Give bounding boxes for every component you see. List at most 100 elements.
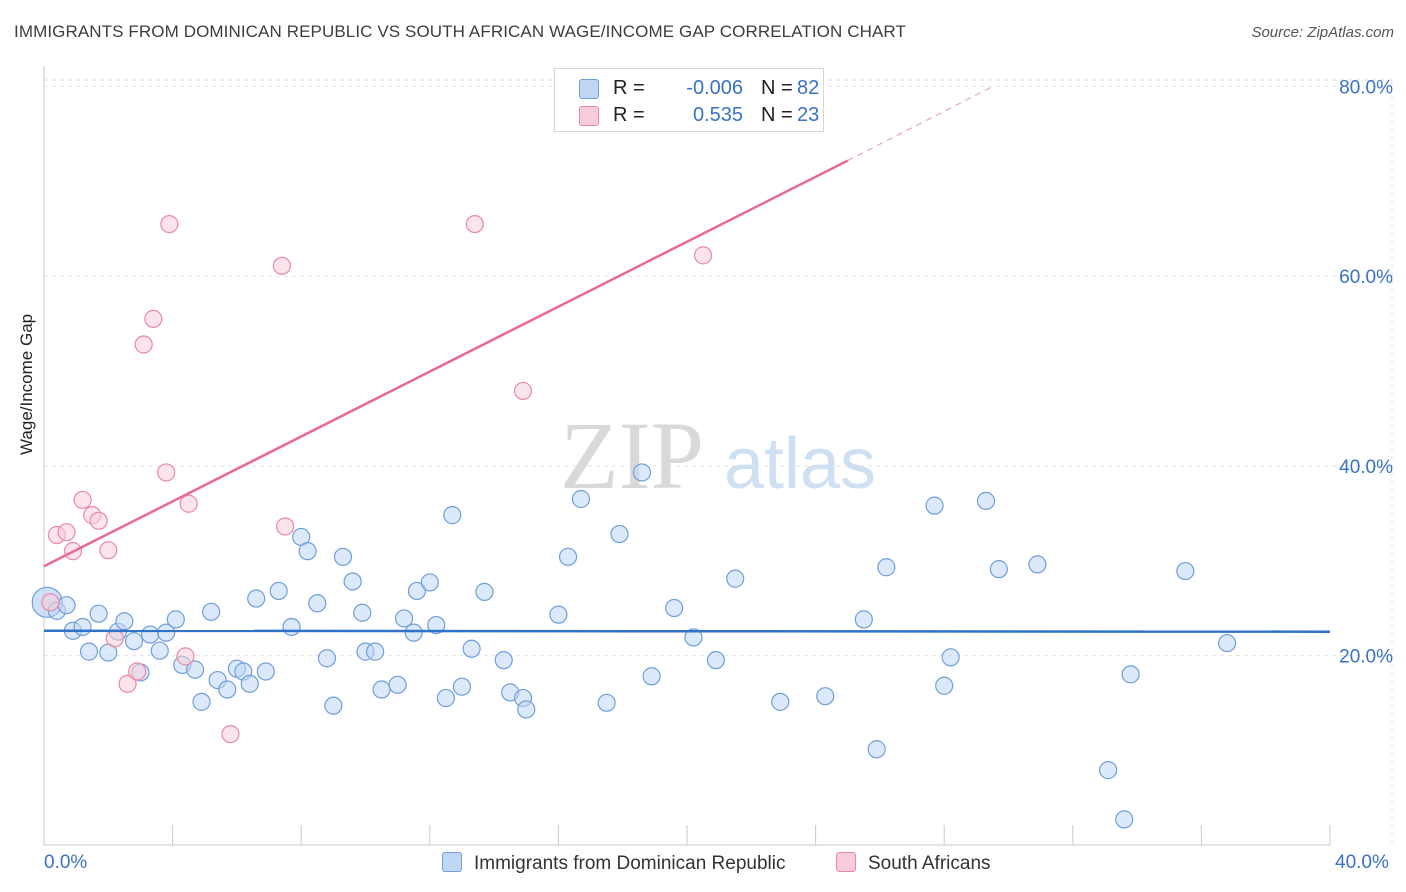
dominican-point [57, 596, 76, 615]
south-african-point [89, 511, 108, 530]
dominican-point [597, 693, 616, 712]
dominican-point [366, 642, 385, 661]
r-value: 0.535 [692, 104, 743, 126]
dominican-point [452, 677, 472, 696]
dominican-point [353, 603, 372, 622]
trend-layer [43, 86, 1331, 633]
south-african-point [465, 214, 484, 234]
n-value: 23 [797, 104, 820, 126]
y-axis-label: Wage/Income Gap [17, 313, 36, 455]
dominican-point [140, 625, 160, 644]
south-african-trend-line [43, 159, 849, 568]
dominican-point [1115, 810, 1134, 829]
legend-swatch-blue [579, 79, 599, 99]
dominican-point [73, 617, 92, 637]
grid-layer [44, 79, 1393, 845]
dominican-point [1121, 665, 1140, 684]
dominican-point [517, 700, 536, 719]
legend-item-south-africans[interactable]: South Africans [836, 852, 991, 875]
dominican-point [1176, 561, 1195, 581]
r-label: R = [613, 104, 645, 126]
south-african-point [221, 724, 240, 744]
dominican-point [989, 560, 1008, 579]
dominican-point [218, 680, 237, 699]
south-african-trend-extension [847, 86, 993, 162]
dominican-point [124, 632, 144, 651]
south-african-point [157, 463, 176, 482]
dominican-point [571, 489, 591, 509]
dominican-point [935, 676, 954, 695]
south-african-point [73, 490, 92, 510]
dominican-point [558, 547, 578, 566]
south-african-point [272, 256, 292, 275]
south-african-point [105, 629, 124, 648]
south-african-point [144, 309, 163, 328]
dominican-point [1099, 761, 1118, 780]
dominican-point [816, 687, 835, 706]
dominican-point [388, 675, 407, 694]
x-axis-max-label: 40.0% [1335, 852, 1389, 873]
south-african-point [276, 517, 295, 536]
dominican-point [186, 660, 205, 679]
dominican-point [343, 572, 362, 591]
dominican-point [475, 582, 494, 601]
dominican-point [308, 594, 327, 613]
south-african-point [41, 593, 60, 612]
south-african-point [176, 647, 195, 666]
y-tick-labels: 20.0% 40.0% 60.0% 80.0% [1339, 78, 1393, 668]
dominican-point [726, 569, 745, 588]
dominican-point [976, 491, 996, 510]
dominican-point [150, 641, 169, 660]
dominican-point [632, 463, 652, 482]
n-value: 82 [797, 77, 820, 99]
dominican-point [1028, 555, 1047, 574]
dominican-point [877, 558, 896, 577]
dominican-point [443, 506, 462, 525]
dominican-point [436, 688, 455, 708]
dominican-point [247, 589, 266, 608]
south-african-point [128, 662, 147, 681]
dominican-point [420, 573, 439, 592]
legend-label-south-africans: South Africans [868, 853, 991, 874]
dominican-point [925, 496, 944, 515]
dominican-point [684, 628, 703, 647]
source-label: Source: ZipAtlas.com [1251, 24, 1394, 41]
dominican-point [404, 623, 423, 642]
dominican-point [89, 604, 108, 623]
y-tick-label: 40.0% [1339, 457, 1393, 478]
dominican-point [115, 612, 134, 631]
legend-item-dominican[interactable]: Immigrants from Dominican Republic [442, 852, 786, 875]
dominican-point [642, 667, 661, 686]
dominican-point [333, 547, 353, 566]
dominican-point [549, 605, 568, 624]
dominican-point [407, 581, 427, 601]
dominican-trend-line [43, 629, 1331, 633]
south-african-point [57, 523, 76, 542]
legend-swatch-blue [442, 852, 462, 872]
axis-layer [43, 66, 1331, 846]
dominican-point [324, 696, 343, 715]
dominican-point [157, 623, 176, 642]
r-label: R = [613, 77, 645, 99]
watermark: ZIP atlas [560, 402, 876, 509]
legend-swatch-pink [836, 852, 856, 872]
dominican-point [854, 610, 873, 629]
dominican-point [240, 674, 259, 693]
dominican-point [256, 662, 275, 681]
legend-swatch-pink [579, 106, 599, 126]
south-african-point [160, 214, 179, 234]
south-african-point [99, 541, 118, 560]
dominican-point [282, 617, 301, 637]
r-value: -0.006 [686, 77, 743, 99]
south-african-point [179, 494, 198, 513]
dominican-point [867, 740, 886, 759]
dominican-point [462, 639, 481, 658]
series-layer [31, 214, 1237, 829]
x-axis-min-label: 0.0% [44, 852, 88, 873]
south-african-point [693, 246, 713, 265]
correlation-legend: R = -0.006 N = 82 R = 0.535 N = 23 [554, 68, 824, 132]
dominican-point [166, 610, 185, 629]
dominican-point [394, 609, 414, 628]
dominican-point [706, 651, 726, 670]
